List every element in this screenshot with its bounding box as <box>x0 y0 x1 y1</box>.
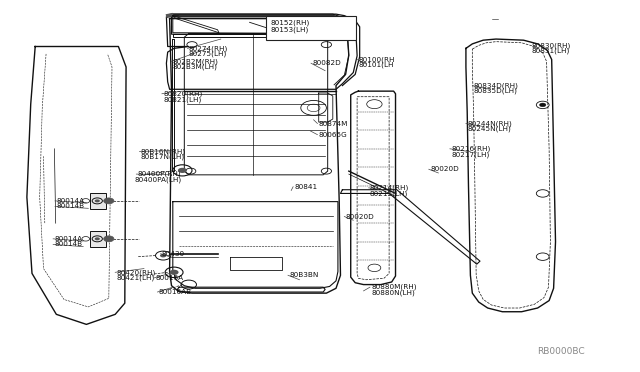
Circle shape <box>178 168 187 173</box>
Text: 80014B: 80014B <box>56 203 84 209</box>
Text: 802B2M(RH): 802B2M(RH) <box>173 58 219 65</box>
Text: 80880N(LH): 80880N(LH) <box>371 289 415 296</box>
Text: 80016A: 80016A <box>156 275 184 281</box>
Text: 80421(LH): 80421(LH) <box>116 275 155 281</box>
Text: 80430: 80430 <box>162 251 185 257</box>
Text: 80152(RH): 80152(RH) <box>270 19 309 26</box>
Text: 80244N(RH): 80244N(RH) <box>467 120 512 127</box>
Text: 80880M(RH): 80880M(RH) <box>371 284 417 291</box>
Text: 80065G: 80065G <box>319 132 348 138</box>
Text: 80821(LH): 80821(LH) <box>163 96 202 103</box>
Text: RB0000BC: RB0000BC <box>538 347 585 356</box>
Text: 80153(LH): 80153(LH) <box>270 26 308 33</box>
Circle shape <box>170 270 179 275</box>
Text: 80082D: 80082D <box>312 60 341 66</box>
Text: 80275(LH): 80275(LH) <box>189 51 227 57</box>
Circle shape <box>95 199 100 202</box>
Circle shape <box>540 103 546 107</box>
Text: 80835D(LH): 80835D(LH) <box>474 88 518 94</box>
Text: 80B3BN: 80B3BN <box>289 272 319 278</box>
Text: 80101(LH: 80101(LH <box>358 62 394 68</box>
Text: 80217(LH): 80217(LH) <box>451 151 490 158</box>
Text: 80420(RH): 80420(RH) <box>116 269 156 276</box>
Text: 80216(RH): 80216(RH) <box>451 145 490 152</box>
Text: 80215(LH): 80215(LH) <box>370 190 408 197</box>
Text: 80020D: 80020D <box>430 166 459 172</box>
Text: 80841: 80841 <box>294 184 317 190</box>
Circle shape <box>104 198 114 204</box>
Text: 80400PA(LH): 80400PA(LH) <box>134 176 182 183</box>
Circle shape <box>104 236 114 242</box>
Bar <box>90 231 106 247</box>
Bar <box>90 193 106 209</box>
Circle shape <box>160 254 166 257</box>
Text: 80014A: 80014A <box>56 198 84 204</box>
Text: 80016AB: 80016AB <box>159 289 192 295</box>
Text: 80245N(LH): 80245N(LH) <box>467 126 511 132</box>
Text: 80B17N(LH): 80B17N(LH) <box>141 154 185 160</box>
Text: 80100(RH: 80100(RH <box>358 56 395 63</box>
Text: 80830(RH): 80830(RH) <box>531 42 570 49</box>
Text: 80014A: 80014A <box>54 236 83 242</box>
Text: 802B3M(LH): 802B3M(LH) <box>173 64 218 70</box>
FancyBboxPatch shape <box>266 16 356 40</box>
Text: 80400P(RH): 80400P(RH) <box>138 171 181 177</box>
Text: 80874M: 80874M <box>319 121 348 126</box>
Text: 80820(RH): 80820(RH) <box>163 90 202 97</box>
Text: 80020D: 80020D <box>346 214 374 219</box>
Circle shape <box>95 237 100 240</box>
Text: 80014B: 80014B <box>54 241 83 247</box>
Text: 80274(RH): 80274(RH) <box>189 45 228 52</box>
Text: 80834D(RH): 80834D(RH) <box>474 82 518 89</box>
Text: 80B16N(RH): 80B16N(RH) <box>141 148 186 155</box>
Text: 80831(LH): 80831(LH) <box>531 48 570 54</box>
Text: 80214(RH): 80214(RH) <box>370 185 409 191</box>
